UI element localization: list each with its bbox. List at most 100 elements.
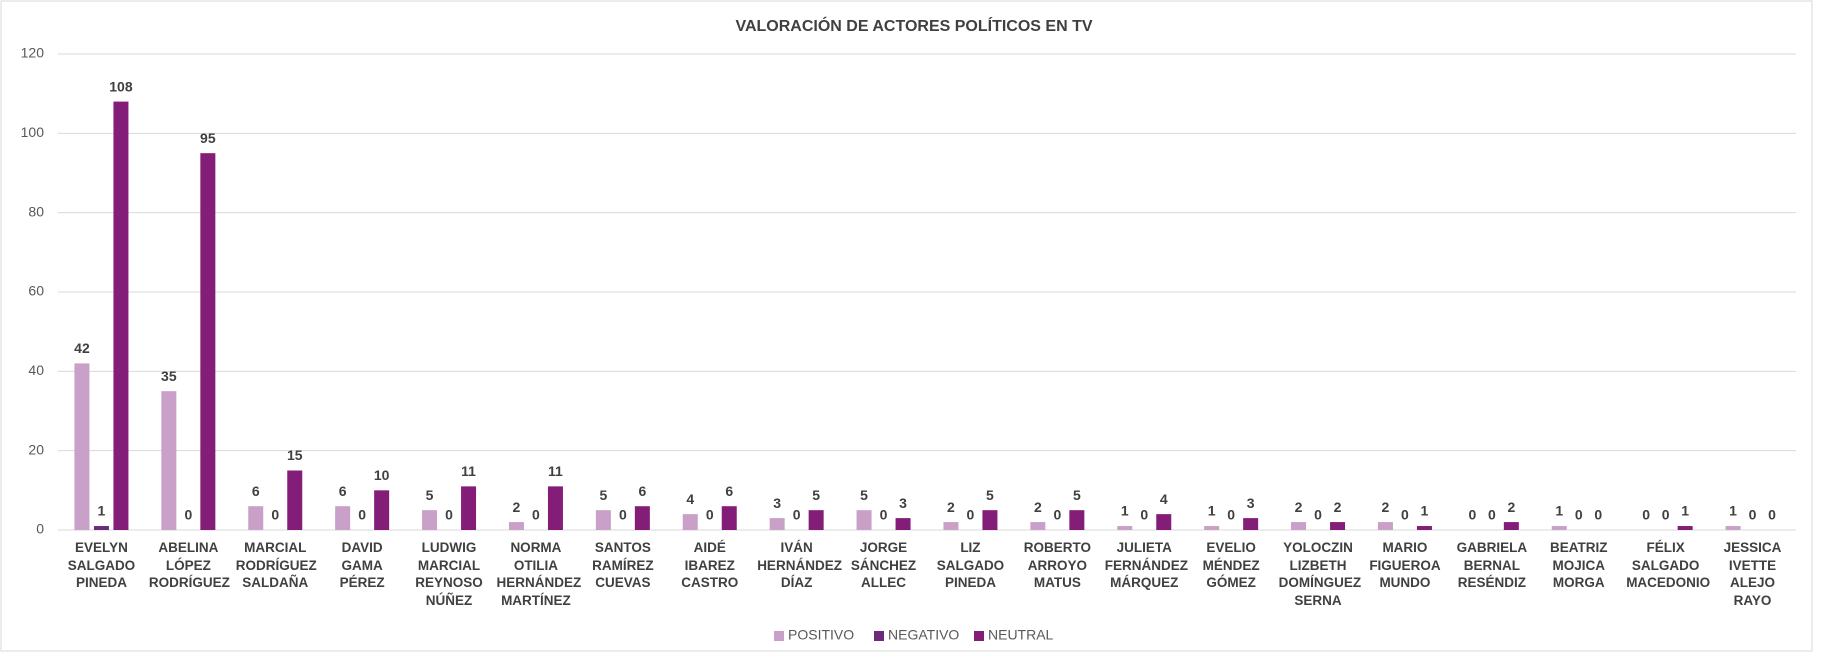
data-label: 0 (1488, 507, 1496, 523)
data-label: 0 (1140, 507, 1148, 523)
legend-label: POSITIVO (788, 627, 854, 643)
data-label: 5 (986, 487, 994, 503)
legend-label: NEGATIVO (888, 627, 959, 643)
data-label: 3 (773, 495, 781, 511)
bar (634, 506, 650, 530)
bar (982, 510, 998, 530)
data-label: 6 (339, 483, 347, 499)
x-tick-label: SANTOS RAMÍREZ CUEVAS (592, 540, 654, 590)
bar (1204, 526, 1220, 530)
data-label: 0 (1749, 507, 1757, 523)
bar (1416, 526, 1432, 530)
data-label: 5 (812, 487, 820, 503)
data-label: 1 (1121, 503, 1129, 519)
y-tick-label: 0 (36, 521, 44, 537)
data-label: 1 (1421, 503, 1429, 519)
bar (1677, 526, 1693, 530)
data-label: 0 (184, 507, 192, 523)
x-tick-label: FÉLIX SALGADO MACEDONIO (1626, 540, 1711, 590)
x-tick-label: EVELYN SALGADO PINEDA (67, 540, 136, 590)
bar (1117, 526, 1133, 530)
legend-label: NEUTRAL (988, 627, 1054, 643)
data-label: 2 (947, 499, 955, 515)
data-label: 2 (1334, 499, 1342, 515)
bar (374, 490, 390, 530)
bar (461, 486, 477, 530)
bar (93, 526, 109, 530)
data-label: 0 (532, 507, 540, 523)
data-label: 0 (358, 507, 366, 523)
data-label: 4 (686, 491, 694, 507)
bar (721, 506, 737, 530)
data-label: 0 (1594, 507, 1602, 523)
x-tick-label: IVÁN HERNÁNDEZ DÍAZ (757, 540, 842, 590)
data-label: 0 (1768, 507, 1776, 523)
bar (943, 522, 959, 530)
bar (422, 510, 438, 530)
y-tick-label: 100 (21, 124, 45, 140)
x-tick-label: ROBERTO ARROYO MATUS (1023, 540, 1091, 590)
bar (287, 470, 303, 530)
x-tick-label: EVELIO MÉNDEZ GÓMEZ (1202, 540, 1260, 590)
data-label: 3 (899, 495, 907, 511)
data-label: 2 (513, 499, 521, 515)
data-label: 5 (1073, 487, 1081, 503)
data-label: 15 (287, 447, 303, 463)
data-label: 0 (445, 507, 453, 523)
data-label: 2 (1507, 499, 1515, 515)
x-tick-label: BEATRIZ MOJICA MORGA (1549, 540, 1608, 590)
data-label: 2 (1382, 499, 1390, 515)
data-label: 0 (1227, 507, 1235, 523)
data-label: 5 (426, 487, 434, 503)
y-tick-label: 120 (21, 45, 45, 61)
bar (1725, 526, 1741, 530)
data-label: 0 (1662, 507, 1670, 523)
bar (1243, 518, 1259, 530)
y-tick-label: 80 (28, 203, 44, 219)
data-label: 0 (271, 507, 279, 523)
bar (856, 510, 872, 530)
data-label: 3 (1247, 495, 1255, 511)
bar (1030, 522, 1046, 530)
data-label: 6 (725, 483, 733, 499)
data-label: 0 (880, 507, 888, 523)
data-label: 0 (1642, 507, 1650, 523)
bar (248, 506, 264, 530)
data-label: 1 (1555, 503, 1563, 519)
y-tick-label: 40 (28, 362, 44, 378)
data-label: 1 (98, 503, 106, 519)
data-label: 2 (1295, 499, 1303, 515)
legend-swatch (774, 631, 784, 641)
bar (1503, 522, 1519, 530)
bar (1330, 522, 1346, 530)
data-label: 1 (1729, 503, 1737, 519)
bar (808, 510, 824, 530)
data-label: 0 (706, 507, 714, 523)
data-label: 1 (1681, 503, 1689, 519)
data-label: 108 (109, 78, 133, 94)
data-label: 5 (599, 487, 607, 503)
data-label: 0 (619, 507, 627, 523)
bar (335, 506, 351, 530)
data-label: 5 (860, 487, 868, 503)
x-tick-label: JULIETA FERNÁNDEZ MÁRQUEZ (1104, 540, 1189, 590)
bar (74, 363, 90, 530)
chart-title: VALORACIÓN DE ACTORES POLÍTICOS EN TV (735, 16, 1092, 35)
x-tick-label: AIDÉ IBAREZ CASTRO (681, 540, 739, 590)
x-tick-label: DAVID GAMA PÉREZ (339, 540, 385, 590)
x-tick-label: MARCIAL RODRÍGUEZ SALDAÑA (235, 540, 317, 590)
bar (895, 518, 911, 530)
x-tick-label: NORMA OTILIA HERNÁNDEZ MARTÍNEZ (496, 540, 582, 608)
x-tick-label: YOLOCZIN LIZBETH DOMÍNGUEZ SERNA (1278, 540, 1362, 608)
data-label: 35 (161, 368, 177, 384)
x-tick-label: LIZ SALGADO PINEDA (936, 540, 1005, 590)
bar (769, 518, 785, 530)
y-tick-label: 20 (28, 441, 44, 457)
bar (595, 510, 611, 530)
bar (547, 486, 563, 530)
data-label: 2 (1034, 499, 1042, 515)
data-label: 11 (461, 463, 476, 479)
bar (1551, 526, 1567, 530)
